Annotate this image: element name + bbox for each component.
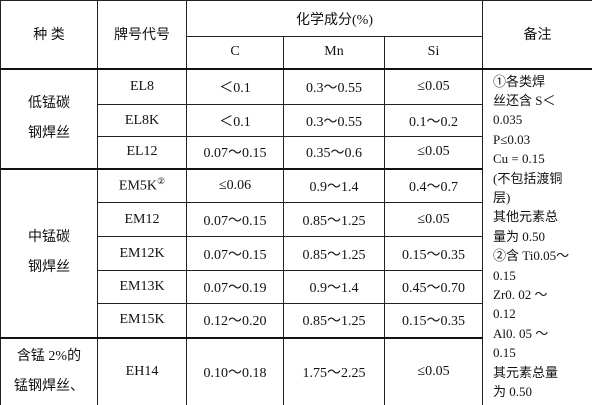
grade-cell: EM5K② (97, 167, 187, 203)
remark-line: ①各类焊 (493, 73, 546, 89)
header-cell: Mn (283, 36, 385, 69)
data-row: 低锰碳 钢焊丝 EL8 ＜0.1 0.3～0.55 ≤0.05 ①各类焊 丝还含 S＜ 0.03… (0, 67, 592, 405)
value-cell: ＜0.1 (186, 104, 284, 137)
grade: EH14 (125, 363, 159, 379)
value-cell: 0.1～0.2 (384, 104, 483, 137)
remark-line: 量为 0.50 (493, 228, 546, 244)
value-cell: ≤0.05 (384, 202, 483, 237)
remark-line: 0.12 (493, 306, 516, 322)
data-row: EL8K ＜0.1 0.3～0.55 0.1～0.2 (1, 104, 592, 137)
header-cell: 牌号代号 (97, 0, 187, 69)
data-row: EM12K 0.07～0.15 0.85～1.25 0.15～0.35 (1, 236, 592, 271)
header-cell: 化学成分(%) (186, 0, 483, 37)
header-cell: 备注 (482, 0, 592, 69)
group-line: 含锰 2%的 (16, 348, 82, 364)
grade-cell: EL8 (97, 67, 187, 105)
group-cell: 含锰 2%的 锰钢焊丝、 (0, 336, 98, 405)
grade: EL12 (126, 144, 158, 160)
data-row: EM13K 0.07～0.19 0.9～1.4 0.45～0.70 (1, 270, 592, 304)
grade: EM13K (119, 279, 165, 294)
value-cell: 0.10～0.18 (186, 336, 284, 405)
value-cell: 0.35～0.6 (283, 136, 385, 169)
value-cell: ＜0.1 (186, 67, 284, 105)
value-cell: 0.07～0.15 (186, 236, 284, 271)
remark-line: 其他元素总 (493, 209, 559, 225)
value-cell: 0.85～1.25 (283, 236, 385, 271)
header-cell: C (186, 36, 284, 69)
value-cell: 0.12～0.20 (186, 303, 284, 338)
remark-line: 层) (493, 189, 511, 205)
footnote-mark: ② (157, 176, 166, 187)
grade-cell: EM12 (97, 202, 187, 237)
value-cell: 0.4～0.7 (384, 167, 483, 203)
grade: EL8K (124, 112, 160, 128)
value-cell: ≤0.06 (186, 167, 284, 203)
remark-line: 0.035 (493, 112, 523, 128)
value-cell: 0.07～0.15 (186, 202, 284, 237)
remark-line: Zr0. 02 ～ (493, 286, 548, 302)
group-line: 中锰碳 (28, 230, 70, 245)
value-cell: 0.07～0.19 (186, 270, 284, 304)
remark-line: Cu = 0.15 (493, 151, 545, 167)
remark-line: 丝还含 S＜ (493, 92, 556, 108)
grade-cell: EM12K (97, 236, 187, 271)
group-cell: 低锰碳 钢焊丝 (0, 67, 98, 169)
remark-cell: ①各类焊丝还含 S＜ 0.035 P≤0.03 Cu = 0.15 (不包括渡铜 层) 其他… (482, 67, 592, 405)
header-row: 种 类 牌号代号 化学成分(%) 备注 (0, 0, 592, 69)
remark-line: ②含 Ti0.05～ (493, 248, 570, 264)
value-cell: ≤0.05 (384, 136, 483, 169)
grade-cell: EM13K (97, 270, 187, 304)
value-cell: 0.15～0.35 (384, 236, 483, 271)
header-row: C Mn Si (1, 36, 592, 69)
data-row: 含锰 2%的 锰钢焊丝、 EH14 0.10～0.18 1.75～2.25 ≤0.05 (0, 336, 592, 405)
header-cell: Si (384, 36, 483, 69)
value-cell: ≤0.05 (384, 336, 483, 405)
grade-cell: EL8K (97, 104, 187, 137)
grade: EL8 (129, 78, 155, 94)
value-cell: 0.3～0.55 (283, 67, 385, 105)
data-row: EM15K 0.12～0.20 0.85～1.25 0.15～0.35 (1, 303, 592, 338)
value-cell: 0.07～0.15 (186, 136, 284, 169)
value-cell: 0.85～1.25 (283, 202, 385, 237)
value-cell: 0.9～1.4 (283, 270, 385, 304)
remark-line: 其元素总量 (493, 364, 559, 380)
group-cell: 中锰碳 钢焊丝 (0, 167, 98, 338)
remark-line: 0.15 (493, 267, 516, 283)
remark-line: 为 0.50 (493, 384, 533, 399)
header-cell: 种 类 (0, 0, 98, 69)
remark-line: P≤0.03 (493, 131, 531, 147)
grade-cell: EL12 (97, 136, 187, 169)
grade-cell: EH14 (97, 336, 187, 405)
group-line: 低锰碳 (28, 95, 70, 111)
value-cell: 0.45～0.70 (384, 270, 483, 304)
value-cell: 0.15～0.35 (384, 303, 483, 338)
data-row: EL12 0.07～0.15 0.35～0.6 ≤0.05 (1, 136, 592, 169)
remark-line: 0.15 (493, 345, 516, 361)
value-cell: 0.85～1.25 (283, 303, 385, 338)
grade-cell: EM15K (97, 303, 187, 338)
remark-line: (不包括渡铜 (493, 170, 563, 186)
grade: EM12K (119, 245, 165, 261)
data-row: EM12 0.07～0.15 0.85～1.25 ≤0.05 (1, 202, 592, 237)
remark-line: Al0. 05 ～ (493, 325, 549, 341)
grade: EM12 (124, 211, 160, 227)
grade: EM15K (119, 312, 165, 328)
grade: EM5K (118, 179, 158, 195)
group-line: 锰钢焊丝、 (14, 378, 84, 394)
value-cell: 0.9～1.4 (283, 167, 385, 203)
value-cell: ≤0.05 (384, 67, 483, 105)
value-cell: 1.75～2.25 (283, 336, 385, 405)
data-row: 中锰碳 钢焊丝 EM5K② ≤0.06 0.9～1.4 0.4～0.7 (0, 167, 592, 338)
group-line: 钢焊丝 (28, 260, 70, 275)
value-cell: 0.3～0.55 (283, 104, 385, 137)
group-line: 钢焊丝 (28, 125, 70, 141)
